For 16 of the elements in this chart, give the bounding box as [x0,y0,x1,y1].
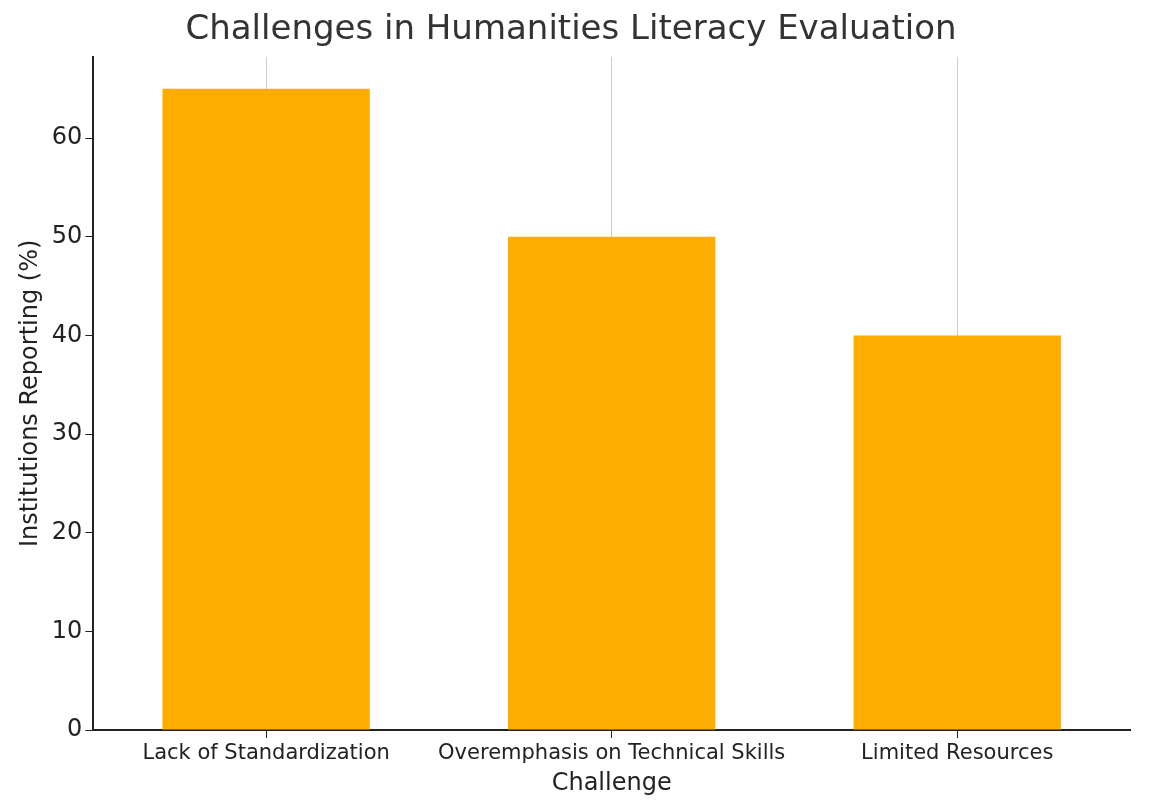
y-tick-label: 40 [51,319,83,348]
x-tick-label: Overemphasis on Technical Skills [438,740,786,765]
y-axis-title: Institutions Reporting (%) [14,239,43,548]
x-axis-title: Challenge [551,767,672,796]
x-tick-label: Limited Resources [861,740,1054,765]
bar [162,88,370,730]
x-tick-label: Lack of Standardization [142,740,390,765]
y-tick-label: 60 [51,122,83,151]
y-tick-label: 30 [51,418,83,447]
bar [853,335,1061,730]
y-tick-label: 0 [67,714,83,743]
y-tick-label: 10 [51,615,83,644]
y-tick-label: 50 [51,221,83,250]
bar [508,236,716,730]
chart-title: Challenges in Humanities Literacy Evaluation [185,7,957,48]
y-tick-label: 20 [51,516,83,545]
